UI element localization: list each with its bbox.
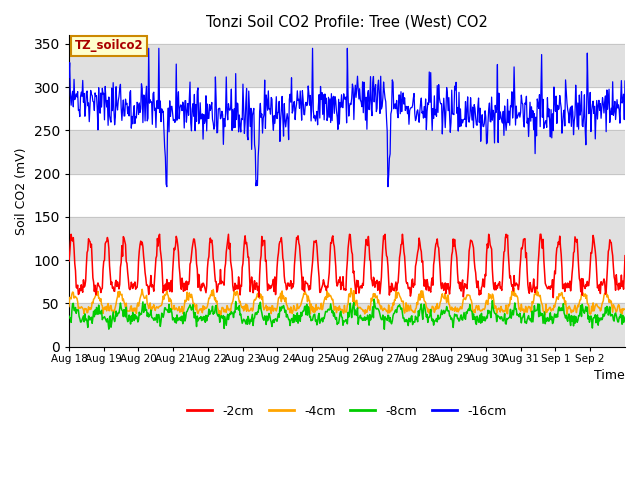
Bar: [69, 44, 625, 87]
Bar: [69, 303, 625, 347]
X-axis label: Time: Time: [595, 369, 625, 382]
Y-axis label: Soil CO2 (mV): Soil CO2 (mV): [15, 147, 28, 235]
Legend: -2cm, -4cm, -8cm, -16cm: -2cm, -4cm, -8cm, -16cm: [182, 400, 511, 423]
Text: TZ_soilco2: TZ_soilco2: [74, 39, 143, 52]
Title: Tonzi Soil CO2 Profile: Tree (West) CO2: Tonzi Soil CO2 Profile: Tree (West) CO2: [206, 15, 488, 30]
Bar: [69, 217, 625, 260]
Bar: [69, 131, 625, 174]
